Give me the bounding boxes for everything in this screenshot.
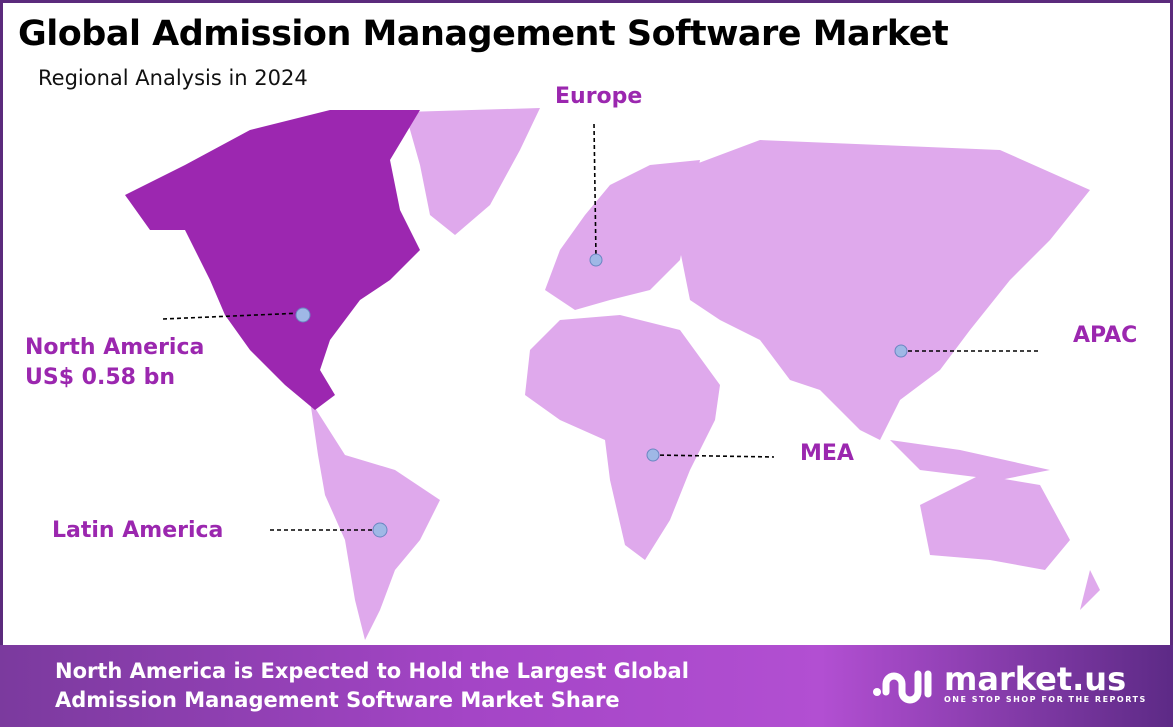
- logo-tagline: ONE STOP SHOP FOR THE REPORTS: [944, 695, 1147, 704]
- marker-north-america: [295, 307, 311, 323]
- marker-mea: [646, 448, 660, 462]
- region-australia: [920, 475, 1070, 570]
- label-latin-america: Latin America: [52, 518, 224, 543]
- label-europe: Europe: [555, 84, 643, 109]
- world-map: [125, 108, 1100, 640]
- region-asia: [680, 140, 1090, 440]
- logo-wordmark: market.us: [944, 660, 1127, 698]
- frame-border: [0, 0, 1173, 645]
- region-greenland: [405, 108, 540, 235]
- region-africa: [525, 315, 720, 560]
- label-apac: APAC: [1073, 323, 1138, 348]
- region-value: US$ 0.58 bn: [25, 365, 176, 390]
- region-name: North America: [25, 335, 205, 360]
- footer-text: North America is Expected to Hold the La…: [55, 657, 689, 715]
- region-north-america: [125, 110, 420, 410]
- page-title: Global Admission Management Software Mar…: [18, 14, 949, 54]
- region-europe: [545, 160, 700, 310]
- region-nz: [1080, 570, 1100, 610]
- logo-icon: [873, 670, 932, 703]
- marker-europe: [589, 253, 603, 267]
- footer-line-1: North America is Expected to Hold the La…: [55, 659, 689, 683]
- label-north-america: North America US$ 0.58 bn: [25, 333, 204, 393]
- marker-latin-america: [372, 522, 388, 538]
- logo: market.us ONE STOP SHOP FOR THE REPORTS: [872, 663, 1147, 704]
- page-subtitle: Regional Analysis in 2024: [38, 66, 308, 90]
- region-latin-america: [310, 400, 440, 640]
- label-mea: MEA: [800, 441, 854, 466]
- region-indonesia: [890, 440, 1050, 480]
- footer-line-2: Admission Management Software Market Sha…: [55, 688, 620, 712]
- marker-apac: [894, 344, 908, 358]
- footer-banner: North America is Expected to Hold the La…: [0, 645, 1173, 727]
